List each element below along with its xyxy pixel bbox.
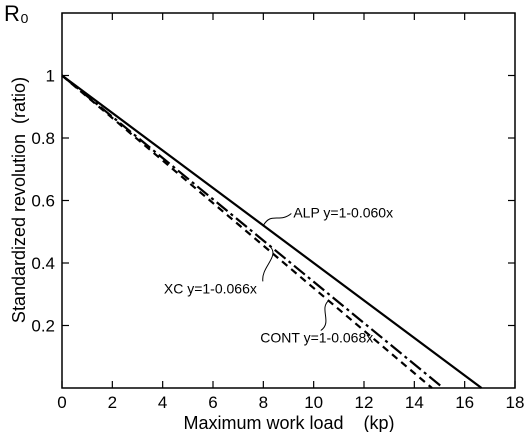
x-tick-label: 6 (208, 393, 217, 412)
x-tick-labels: 0 2 4 6 8 10 12 14 16 18 (57, 393, 524, 412)
series-line-alp (61, 74, 483, 389)
x-tick-label: 4 (158, 393, 167, 412)
y-tick-label: 0.8 (31, 129, 55, 148)
x-tick-label: 2 (108, 393, 117, 412)
x-tick-label: 14 (405, 393, 424, 412)
annotations: ALP y=1-0.060x XC y=1-0.066x CONT y=1-0.06… (164, 205, 393, 346)
series-line-cont (61, 74, 433, 389)
y-tick-label: 0.2 (31, 317, 55, 336)
annotation-cont: CONT y=1-0.068x (260, 330, 373, 346)
y-tick-label: 0.6 (31, 192, 55, 211)
series-line-xc (61, 74, 444, 389)
annotation-alp: ALP y=1-0.060x (293, 205, 393, 221)
annotation-xc: XC y=1-0.066x (164, 280, 257, 296)
series-lines (61, 74, 483, 389)
y-axis-title: Standardized revolution (ratio) (9, 77, 29, 323)
y-tick-labels: 0.2 0.4 0.6 0.8 1 (31, 67, 55, 336)
x-tick-label: 8 (259, 393, 268, 412)
x-axis-title: Maximum work load (kp) (183, 413, 394, 432)
annotation-leader (262, 247, 274, 282)
corner-label: R₀ (4, 1, 29, 26)
y-tick-label: 1 (46, 67, 55, 86)
annotation-leader (320, 300, 330, 331)
annotation-leader (262, 213, 292, 226)
x-tick-label: 12 (355, 393, 374, 412)
y-tick-label: 0.4 (31, 254, 55, 273)
x-tick-label: 10 (304, 393, 323, 412)
x-tick-label: 0 (57, 393, 66, 412)
x-tick-label: 18 (506, 393, 525, 412)
tick-marks (61, 13, 516, 388)
x-tick-label: 16 (455, 393, 474, 412)
